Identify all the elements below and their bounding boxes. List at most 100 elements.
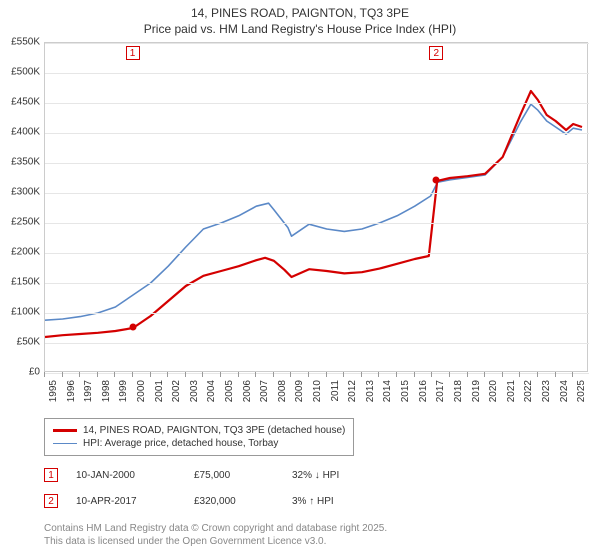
series-hpi xyxy=(45,104,582,320)
gridline xyxy=(45,133,589,134)
x-tick-label: 2002 xyxy=(171,380,182,402)
x-tick-label: 2018 xyxy=(453,380,464,402)
x-tick-label: 2001 xyxy=(154,380,165,402)
x-tick-label: 2012 xyxy=(347,380,358,402)
y-tick-label: £200K xyxy=(0,247,40,258)
gridline xyxy=(45,253,589,254)
x-tick xyxy=(255,372,256,377)
gridline xyxy=(45,373,589,374)
x-tick xyxy=(114,372,115,377)
gridline xyxy=(45,73,589,74)
x-tick-label: 1998 xyxy=(101,380,112,402)
x-tick xyxy=(519,372,520,377)
x-tick xyxy=(502,372,503,377)
x-tick xyxy=(290,372,291,377)
x-tick-label: 2022 xyxy=(523,380,534,402)
sale-delta: 3% ↑ HPI xyxy=(292,496,334,507)
gridline xyxy=(45,313,589,314)
x-tick xyxy=(132,372,133,377)
y-tick-label: £300K xyxy=(0,187,40,198)
legend-swatch xyxy=(53,443,77,445)
attribution-line-1: Contains HM Land Registry data © Crown c… xyxy=(44,522,387,535)
x-tick xyxy=(79,372,80,377)
gridline xyxy=(45,103,589,104)
x-tick xyxy=(378,372,379,377)
plot-area xyxy=(44,42,588,372)
x-tick xyxy=(150,372,151,377)
y-tick-label: £400K xyxy=(0,127,40,138)
x-tick xyxy=(44,372,45,377)
x-tick-label: 2006 xyxy=(242,380,253,402)
x-tick xyxy=(431,372,432,377)
sale-row-1: 110-JAN-2000£75,00032% ↓ HPI xyxy=(44,468,339,482)
title-line-2: Price paid vs. HM Land Registry's House … xyxy=(0,22,600,38)
y-tick-label: £500K xyxy=(0,67,40,78)
attribution: Contains HM Land Registry data © Crown c… xyxy=(44,522,387,548)
legend: 14, PINES ROAD, PAIGNTON, TQ3 3PE (detac… xyxy=(44,418,354,456)
x-tick-label: 2009 xyxy=(294,380,305,402)
x-tick-label: 2021 xyxy=(506,380,517,402)
x-tick xyxy=(202,372,203,377)
x-tick xyxy=(167,372,168,377)
sale-marker-2: 2 xyxy=(429,46,443,60)
x-tick-label: 2014 xyxy=(382,380,393,402)
x-tick xyxy=(537,372,538,377)
y-tick-label: £100K xyxy=(0,307,40,318)
sale-date: 10-APR-2017 xyxy=(76,496,176,507)
chart-svg xyxy=(45,43,589,373)
x-tick xyxy=(97,372,98,377)
sale-price: £75,000 xyxy=(194,470,274,481)
sale-row-2: 2 10-APR-2017 £320,000 3% ↑ HPI xyxy=(44,494,334,508)
gridline xyxy=(45,343,589,344)
x-tick-label: 2004 xyxy=(206,380,217,402)
x-tick xyxy=(273,372,274,377)
x-tick-label: 2015 xyxy=(400,380,411,402)
sale-marker-1: 1 xyxy=(126,46,140,60)
legend-swatch xyxy=(53,429,77,431)
x-tick xyxy=(343,372,344,377)
x-tick-label: 2008 xyxy=(277,380,288,402)
legend-row-price_paid: 14, PINES ROAD, PAIGNTON, TQ3 3PE (detac… xyxy=(53,425,345,436)
x-tick xyxy=(361,372,362,377)
x-tick xyxy=(220,372,221,377)
sale-row-marker: 2 xyxy=(44,494,58,508)
sale-price: £320,000 xyxy=(194,496,274,507)
gridline xyxy=(45,163,589,164)
x-tick xyxy=(326,372,327,377)
x-tick-label: 1997 xyxy=(83,380,94,402)
gridline xyxy=(45,223,589,224)
x-tick-label: 2010 xyxy=(312,380,323,402)
title-line-1: 14, PINES ROAD, PAIGNTON, TQ3 3PE xyxy=(0,6,600,22)
x-tick-label: 2024 xyxy=(559,380,570,402)
x-tick-label: 2003 xyxy=(189,380,200,402)
price-dot xyxy=(433,177,440,184)
sale-date: 10-JAN-2000 xyxy=(76,470,176,481)
x-tick xyxy=(238,372,239,377)
y-tick-label: £550K xyxy=(0,37,40,48)
x-tick-label: 2025 xyxy=(576,380,587,402)
x-tick-label: 2007 xyxy=(259,380,270,402)
x-tick-label: 2023 xyxy=(541,380,552,402)
x-tick xyxy=(414,372,415,377)
x-tick-label: 2016 xyxy=(418,380,429,402)
chart-title: 14, PINES ROAD, PAIGNTON, TQ3 3PE Price … xyxy=(0,0,600,37)
gridline xyxy=(45,193,589,194)
x-tick-label: 2005 xyxy=(224,380,235,402)
sale-row-marker: 1 xyxy=(44,468,58,482)
y-tick-label: £50K xyxy=(0,337,40,348)
x-tick-label: 2017 xyxy=(435,380,446,402)
x-tick-label: 1999 xyxy=(118,380,129,402)
x-tick-label: 2000 xyxy=(136,380,147,402)
x-tick xyxy=(308,372,309,377)
x-tick xyxy=(555,372,556,377)
legend-label: 14, PINES ROAD, PAIGNTON, TQ3 3PE (detac… xyxy=(83,425,345,436)
price-dot xyxy=(129,324,136,331)
y-tick-label: £250K xyxy=(0,217,40,228)
x-tick xyxy=(396,372,397,377)
x-tick-label: 1996 xyxy=(66,380,77,402)
x-tick xyxy=(467,372,468,377)
y-tick-label: £450K xyxy=(0,97,40,108)
gridline xyxy=(45,283,589,284)
x-tick xyxy=(484,372,485,377)
gridline xyxy=(45,43,589,44)
